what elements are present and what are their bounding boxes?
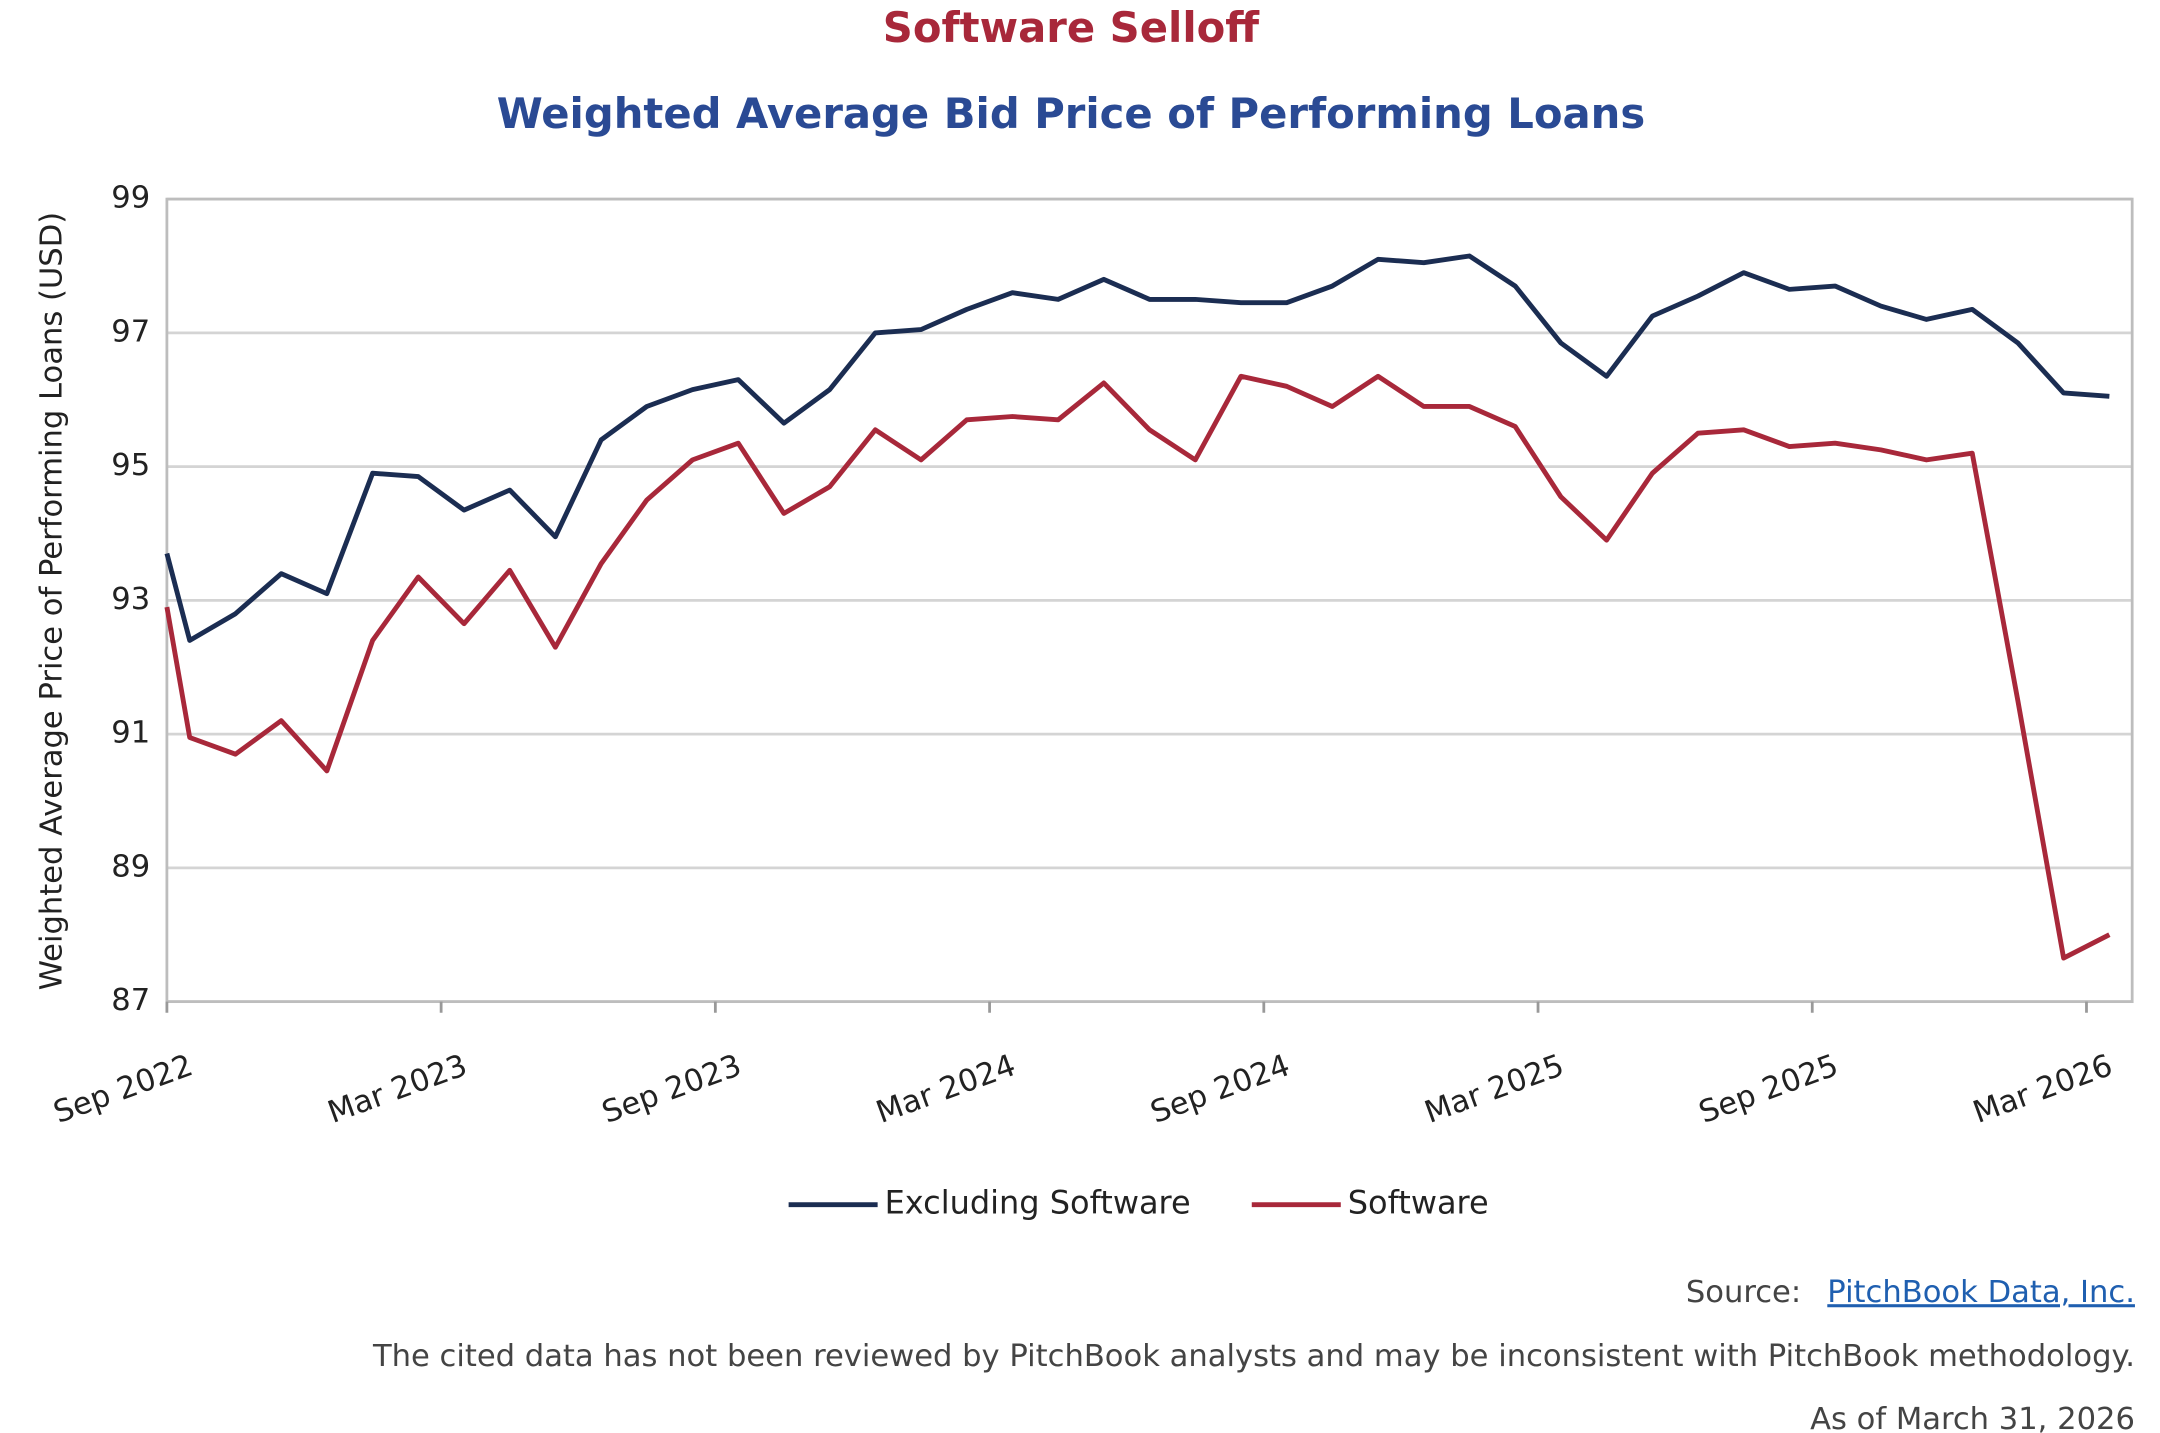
chart-title: Software Selloff <box>883 3 1260 52</box>
x-tick-label: Mar 2024 <box>872 1048 1020 1131</box>
y-tick-label: 89 <box>111 849 150 884</box>
x-tick-label: Sep 2022 <box>49 1048 197 1131</box>
legend-label: Excluding Software <box>885 1184 1191 1222</box>
x-tick-label: Mar 2026 <box>1969 1048 2117 1131</box>
disclaimer: The cited data has not been reviewed by … <box>372 1339 2135 1374</box>
y-tick-label: 93 <box>111 582 150 617</box>
line-series <box>164 373 2111 961</box>
y-axis-label: Weighted Average Price of Performing Loa… <box>34 212 69 990</box>
x-tick-label: Mar 2023 <box>323 1048 471 1131</box>
as-of-date: As of March 31, 2026 <box>1810 1402 2135 1433</box>
y-tick-label: 99 <box>111 181 150 216</box>
x-tick-label: Mar 2025 <box>1420 1048 1568 1131</box>
y-tick-label: 97 <box>111 314 150 349</box>
y-tick-label: 87 <box>111 983 150 1018</box>
y-tick-label: 91 <box>111 716 150 751</box>
x-tick-label: Sep 2023 <box>598 1048 746 1131</box>
chart-subtitle: Weighted Average Bid Price of Performing… <box>497 89 1645 138</box>
y-tick-label: 95 <box>111 448 150 483</box>
line-series <box>164 253 2110 643</box>
source-label: Source: <box>1686 1275 1801 1310</box>
legend-label: Software <box>1348 1184 1489 1222</box>
source-link[interactable]: PitchBook Data, Inc. <box>1827 1275 2135 1310</box>
x-tick-label: Sep 2024 <box>1146 1048 1294 1131</box>
x-tick-label: Sep 2025 <box>1695 1048 1843 1131</box>
plot-border <box>165 197 2134 1004</box>
